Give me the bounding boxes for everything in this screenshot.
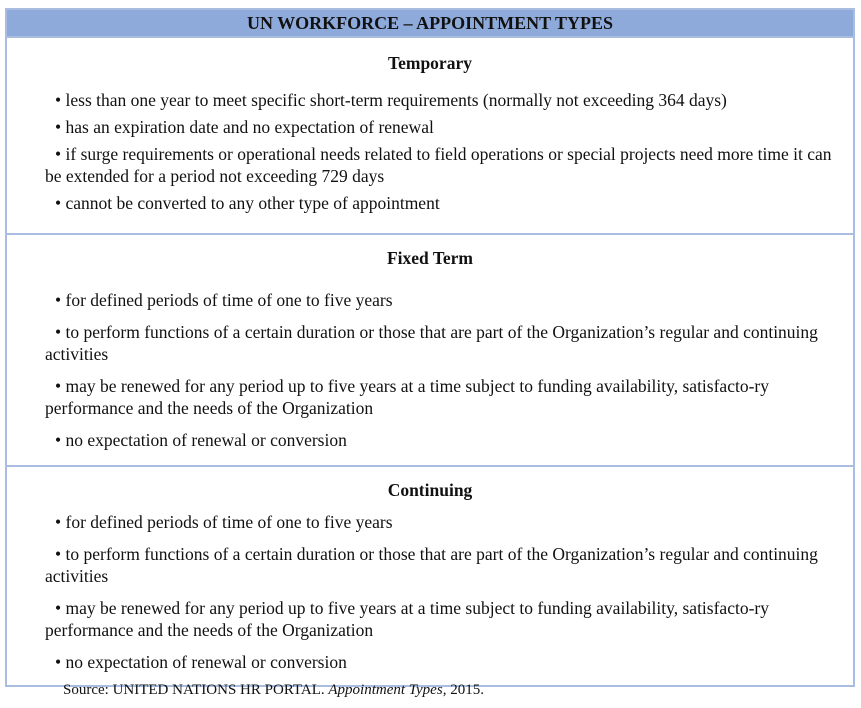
source-prefix: Source: UNITED NATIONS HR PORTAL. <box>63 682 329 698</box>
list-item: • less than one year to meet specific sh… <box>55 90 727 110</box>
list-item: • has an expiration date and no expectat… <box>55 117 434 137</box>
list-item: • to perform functions of a certain dura… <box>45 322 818 364</box>
source-note: Source: UNITED NATIONS HR PORTAL. Appoin… <box>63 681 484 699</box>
section-fixed-term: Fixed Term • for defined periods of time… <box>7 233 853 465</box>
list-item: • if surge requirements or operational n… <box>45 144 832 186</box>
list-item: • may be renewed for any period up to fi… <box>45 598 769 640</box>
list-item: • no expectation of renewal or conversio… <box>55 430 347 450</box>
list-item: • no expectation of renewal or conversio… <box>55 652 347 672</box>
source-suffix: , 2015. <box>442 682 484 698</box>
section-temporary: Temporary • less than one year to meet s… <box>7 36 853 233</box>
source-title: Appointment Types <box>328 682 443 698</box>
section-continuing: Continuing • for defined periods of time… <box>7 465 853 685</box>
section-title: Continuing <box>387 480 473 500</box>
section-title: Fixed Term <box>386 248 474 268</box>
list-item: • to perform functions of a certain dura… <box>45 544 818 586</box>
list-item: • cannot be converted to any other type … <box>55 193 440 213</box>
appointment-types-table: UN WORKFORCE – APPOINTMENT TYPES Tempora… <box>5 8 855 687</box>
section-title: Temporary <box>388 53 472 73</box>
list-item: • for defined periods of time of one to … <box>55 512 393 532</box>
table-header: UN WORKFORCE – APPOINTMENT TYPES <box>7 10 853 36</box>
list-item: • may be renewed for any period up to fi… <box>45 376 769 418</box>
list-item: • for defined periods of time of one to … <box>55 290 393 310</box>
